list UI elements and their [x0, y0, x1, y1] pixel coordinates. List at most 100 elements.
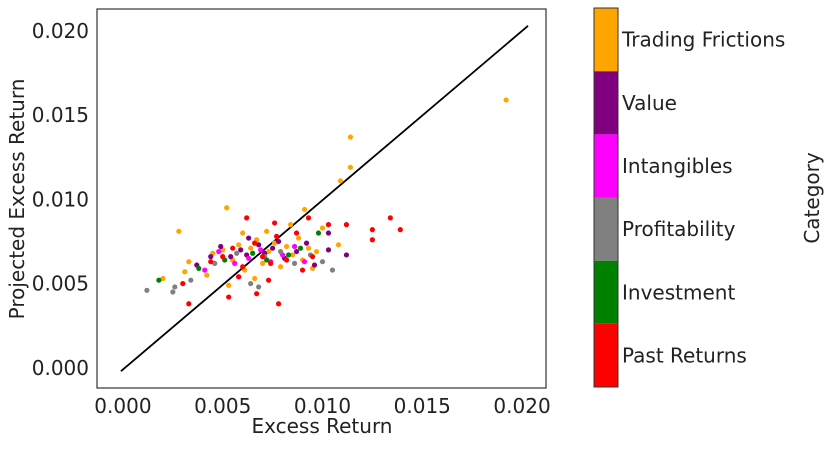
- colorbar-category-label: Value: [622, 91, 677, 115]
- data-point-trading-frictions: [277, 264, 284, 270]
- reference-line-group: [120, 25, 529, 372]
- x-tick-label: 0.010: [294, 394, 351, 418]
- data-point-value: [275, 238, 282, 245]
- y-tick-label: 0.000: [32, 356, 89, 380]
- data-point-value: [325, 230, 332, 236]
- y-tick-label: 0.015: [32, 103, 89, 127]
- x-ticks-group: 0.000 0.005 0.010 0.015 0.020: [94, 394, 550, 418]
- colorbar-segment: [594, 197, 618, 261]
- data-point-intangibles: [291, 243, 298, 250]
- data-point-investment: [297, 245, 304, 251]
- data-point-trading-frictions: [264, 228, 270, 234]
- colorbar-segment: [594, 323, 618, 387]
- colorbar-category-label: Investment: [622, 280, 735, 304]
- data-point-profitability: [234, 250, 240, 256]
- data-point-value: [293, 248, 300, 255]
- colorbar-label: Category: [800, 152, 824, 244]
- data-point-profitability: [170, 289, 176, 295]
- data-point-value: [208, 254, 214, 260]
- data-point-past-returns: [283, 257, 290, 263]
- data-point-investment: [315, 230, 322, 236]
- data-point-past-returns: [274, 233, 280, 239]
- data-point-trading-frictions: [319, 225, 326, 231]
- data-point-trading-frictions: [347, 134, 354, 140]
- data-point-past-returns: [186, 301, 192, 307]
- data-point-trading-frictions: [260, 260, 266, 266]
- data-point-profitability: [277, 248, 284, 255]
- data-point-past-returns: [275, 301, 282, 307]
- colorbar-category-label: Trading Frictions: [621, 28, 785, 52]
- data-point-value: [270, 245, 276, 251]
- reference-line: [120, 25, 529, 372]
- colorbar-frame: [593, 7, 619, 388]
- data-point-past-returns: [252, 240, 258, 246]
- x-tick-label: 0.000: [94, 394, 151, 418]
- data-point-profitability: [248, 280, 254, 287]
- data-point-trading-frictions: [176, 228, 182, 234]
- data-point-past-returns: [387, 215, 393, 221]
- data-point-intangibles: [202, 267, 208, 273]
- colorbar: Past Returns Investment Profitability Intan…: [594, 8, 785, 387]
- data-point-trading-frictions: [347, 164, 354, 170]
- data-point-profitability: [329, 267, 336, 273]
- data-point-past-returns: [226, 294, 232, 300]
- data-point-value: [228, 254, 234, 260]
- colorbar-segment: [594, 8, 618, 72]
- data-point-past-returns: [309, 254, 316, 260]
- data-point-value: [256, 242, 262, 248]
- data-point-investment: [156, 277, 162, 283]
- x-tick-label: 0.005: [194, 394, 251, 418]
- y-tick-label: 0.020: [32, 19, 89, 43]
- data-point-past-returns: [236, 274, 242, 280]
- data-point-investment: [196, 265, 202, 272]
- data-point-trading-frictions: [182, 269, 188, 275]
- data-point-trading-frictions: [305, 245, 312, 251]
- data-point-past-returns: [260, 254, 266, 260]
- colorbar-segment: [594, 134, 618, 198]
- data-point-past-returns: [369, 237, 375, 243]
- data-point-intangibles: [258, 247, 264, 253]
- data-point-value: [325, 247, 332, 253]
- y-tick-label: 0.005: [32, 272, 89, 296]
- data-point-past-returns: [343, 222, 350, 228]
- data-point-trading-frictions: [224, 205, 230, 211]
- data-point-past-returns: [266, 277, 272, 283]
- data-point-value: [343, 252, 350, 258]
- data-point-trading-frictions: [295, 235, 302, 241]
- colorbar-category-label: Intangibles: [622, 154, 733, 178]
- plot-frame: [96, 8, 547, 389]
- colorbar-category-label: Past Returns: [622, 343, 747, 367]
- data-point-trading-frictions: [266, 248, 272, 255]
- data-point-intangibles: [246, 255, 252, 261]
- data-point-trading-frictions: [252, 275, 258, 282]
- y-axis-label: Projected Excess Return: [5, 79, 29, 320]
- data-point-profitability: [212, 260, 218, 266]
- colorbar-segment: [594, 71, 618, 135]
- data-point-intangibles: [232, 260, 238, 266]
- data-point-value: [303, 240, 310, 246]
- data-point-profitability: [291, 260, 298, 266]
- data-point-past-returns: [180, 280, 186, 287]
- data-point-past-returns: [293, 230, 300, 236]
- data-point-profitability: [319, 259, 326, 265]
- data-point-past-returns: [240, 264, 246, 270]
- data-point-trading-frictions: [236, 242, 242, 248]
- data-point-trading-frictions: [313, 248, 320, 255]
- data-point-value: [311, 262, 318, 268]
- data-point-trading-frictions: [160, 275, 166, 282]
- data-point-trading-frictions: [335, 242, 342, 248]
- colorbar-segment: [594, 260, 618, 324]
- data-point-past-returns: [305, 215, 312, 221]
- data-point-past-returns: [272, 220, 278, 226]
- data-point-past-returns: [244, 215, 250, 221]
- data-point-intangibles: [301, 259, 308, 265]
- data-point-past-returns: [397, 227, 403, 233]
- x-tick-label: 0.020: [493, 394, 550, 418]
- data-point-trading-frictions: [337, 178, 344, 184]
- x-tick-label: 0.015: [394, 394, 451, 418]
- data-point-investment: [250, 250, 256, 256]
- data-point-trading-frictions: [283, 243, 290, 250]
- data-point-value: [246, 235, 252, 241]
